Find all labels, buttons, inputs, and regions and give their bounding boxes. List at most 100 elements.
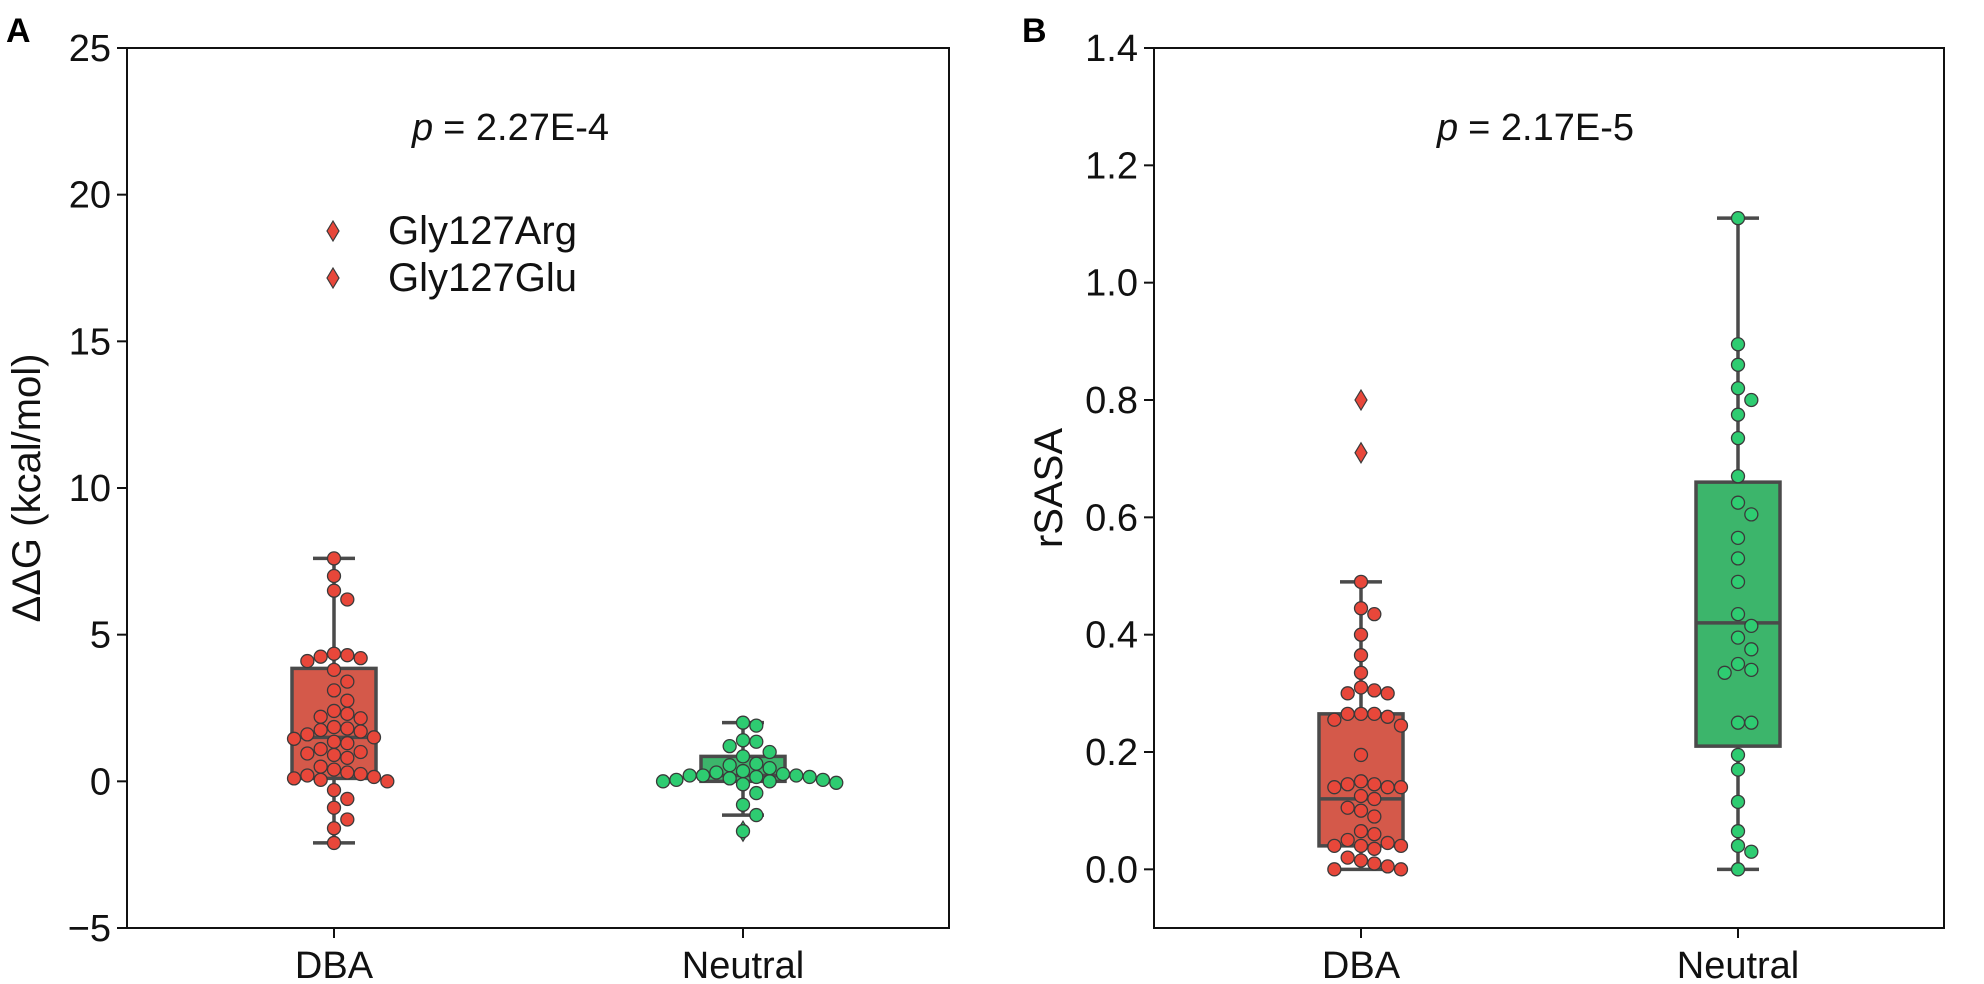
plot-frame (1153, 47, 1945, 929)
data-point (340, 765, 355, 780)
swarm-dba (1327, 574, 1409, 877)
data-point (1730, 747, 1746, 763)
data-point (340, 791, 355, 807)
swarm-dba (286, 551, 395, 851)
data-point (1717, 665, 1732, 680)
data-point (313, 741, 328, 757)
data-point (682, 768, 697, 783)
data-point (340, 750, 355, 766)
p-symbol: p (411, 107, 433, 149)
data-point (326, 646, 342, 661)
data-point (1340, 686, 1355, 701)
p-value: p = 2.17E-5 (1436, 107, 1634, 149)
data-point (735, 777, 751, 792)
data-point (1730, 407, 1746, 422)
data-point (340, 706, 355, 722)
data-point (1353, 774, 1369, 789)
data-point (366, 769, 382, 785)
y-tick-label: 1.2 (1085, 145, 1138, 187)
data-point (775, 766, 791, 782)
data-point (1340, 832, 1355, 848)
data-point (829, 775, 844, 790)
data-point (1353, 648, 1369, 663)
data-point (326, 683, 342, 698)
y-axis-label: ΔΔG (kcal/mol) (5, 353, 49, 622)
data-point (722, 758, 737, 773)
y-tick-label: −5 (68, 908, 111, 950)
data-point (1393, 862, 1409, 877)
data-point (326, 782, 342, 798)
y-tick-label: 0.8 (1085, 380, 1138, 422)
data-point (735, 733, 751, 748)
data-point (709, 765, 724, 780)
data-point (313, 709, 328, 724)
data-point (1367, 856, 1382, 871)
data-point (1340, 706, 1355, 722)
data-point (1353, 788, 1369, 804)
data-point (1353, 838, 1369, 854)
data-point (815, 772, 831, 788)
data-point (340, 736, 355, 751)
data-point (340, 648, 355, 663)
data-point (326, 583, 342, 598)
y-tick-label: 25 (69, 28, 111, 70)
panel-label: B (1022, 12, 1047, 50)
data-point (340, 693, 355, 708)
y-tick-label: 0.2 (1085, 732, 1138, 774)
data-point (1744, 618, 1759, 634)
data-point (1327, 712, 1342, 727)
data-point (1744, 392, 1759, 408)
y-tick-label: 20 (69, 175, 111, 217)
data-point (1327, 838, 1342, 854)
data-point (300, 727, 315, 742)
data-point (762, 774, 777, 789)
data-point (735, 797, 751, 812)
data-point (749, 718, 764, 733)
data-point (1730, 824, 1746, 839)
data-point (1380, 835, 1395, 851)
data-point (1367, 683, 1382, 698)
panel-a: A ΔΔG (kcal/mol) p = 2.27E-4 Gly127Arg Gl… (5, 12, 950, 984)
data-point (749, 807, 764, 823)
data-point (1380, 686, 1395, 701)
data-point (313, 722, 328, 738)
data-point (1730, 630, 1746, 645)
data-point (695, 768, 711, 783)
outlier-marker (1354, 388, 1368, 412)
data-point (1730, 469, 1746, 484)
x-ticks: DBA Neutral (1322, 928, 1799, 984)
data-point (1730, 430, 1746, 446)
p-symbol: p (1436, 107, 1458, 149)
data-point (1730, 762, 1746, 777)
data-point (340, 674, 355, 689)
data-point (722, 771, 737, 786)
data-point (1730, 574, 1746, 590)
data-point (326, 703, 342, 719)
data-point (300, 768, 315, 783)
y-tick-label: 15 (69, 321, 111, 363)
data-point (353, 650, 368, 666)
data-point (1744, 662, 1759, 678)
plot-frame (126, 47, 950, 929)
data-point (1353, 747, 1369, 763)
data-point (1327, 780, 1342, 795)
data-point (749, 756, 764, 771)
data-point (313, 649, 328, 664)
x-ticks: DBA Neutral (295, 928, 804, 984)
panel-label: A (6, 12, 31, 50)
y-ticks: 0.0 0.2 0.4 0.6 0.8 1.0 1.2 1.4 (1085, 28, 1154, 891)
data-point (1353, 706, 1369, 722)
y-axis-label: rSASA (1027, 428, 1071, 548)
data-point (749, 769, 764, 785)
data-point (749, 785, 764, 801)
data-point (749, 734, 764, 749)
p-value: p = 2.27E-4 (411, 107, 609, 149)
data-point (1393, 718, 1409, 733)
data-point (1730, 357, 1746, 372)
legend-marker (326, 219, 340, 243)
data-point (1730, 495, 1746, 510)
data-point (762, 744, 777, 760)
data-point (300, 653, 315, 669)
data-point (1730, 838, 1746, 854)
